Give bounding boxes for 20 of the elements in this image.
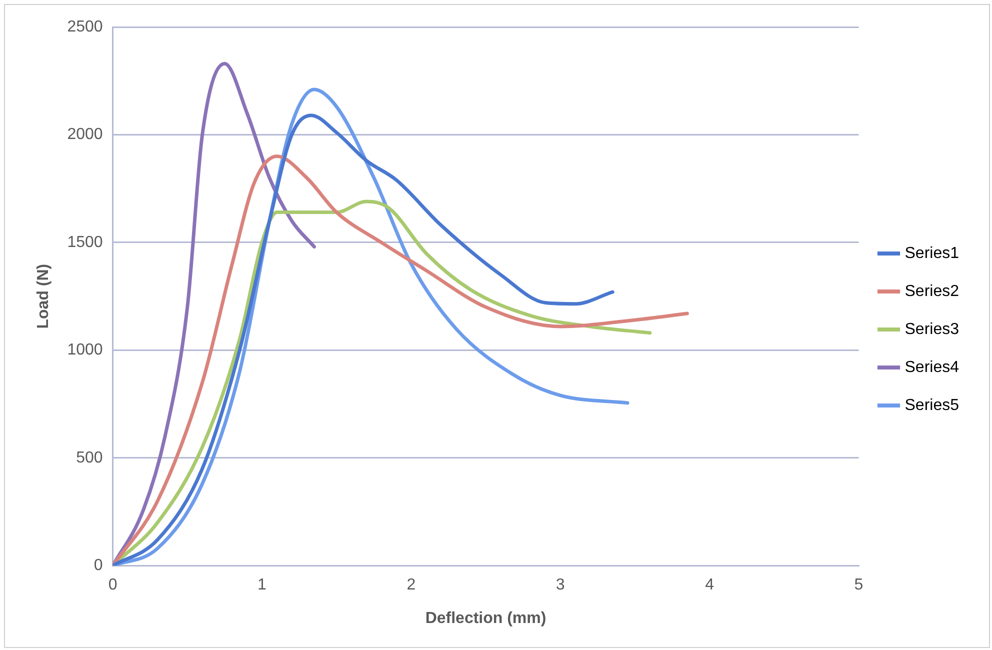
y-axis-title: Load (N) [35, 264, 52, 329]
legend-label: Series1 [904, 244, 960, 262]
legend-label: Series5 [904, 396, 960, 414]
y-tick-label: 1500 [67, 234, 103, 251]
legend-label: Series2 [904, 282, 960, 300]
y-tick-label: 2000 [67, 126, 103, 144]
x-tick-label: 1 [258, 576, 267, 594]
x-tick-label: 0 [108, 576, 118, 594]
y-tick-label: 1000 [67, 342, 103, 359]
x-tick-label: 4 [705, 576, 714, 594]
y-tick-label: 0 [94, 557, 103, 574]
line-series [112, 154, 689, 566]
y-tick-label: 2500 [67, 18, 103, 36]
x-tick-label: 5 [854, 576, 864, 594]
legend-label: Series3 [904, 320, 960, 338]
legend-label: Series4 [904, 358, 960, 376]
x-tick-label: 3 [556, 576, 565, 594]
x-tick-label: 2 [406, 576, 416, 594]
x-axis-title: Deflection (mm) [425, 610, 546, 627]
y-tick-label: 500 [76, 449, 103, 466]
